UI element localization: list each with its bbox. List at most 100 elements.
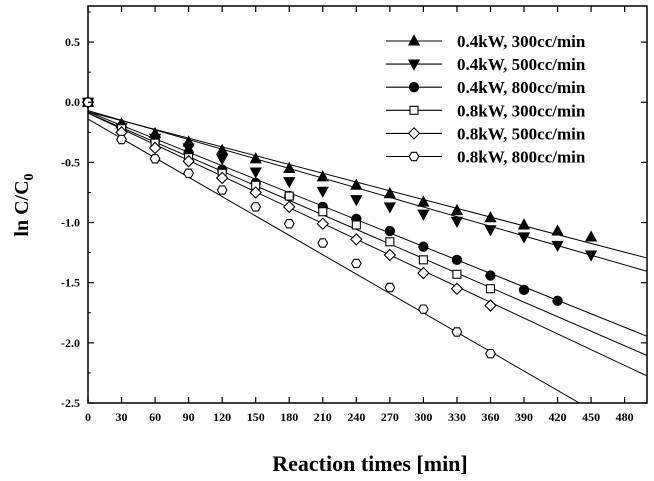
data-point (517, 218, 531, 230)
x-tick-label: 270 (381, 410, 399, 424)
fit-line (88, 112, 647, 377)
data-point (384, 282, 396, 293)
y-tick-label: -1.5 (61, 276, 80, 290)
x-tick-label: 300 (414, 410, 432, 424)
data-point (316, 170, 329, 182)
legend-entry: 0.4kW, 800cc/min (386, 78, 586, 97)
x-tick-label: 30 (116, 410, 128, 424)
legend-marker (407, 127, 421, 140)
x-tick-label: 240 (347, 410, 365, 424)
x-tick-label: 0 (85, 410, 91, 424)
legend-marker (408, 151, 420, 162)
legend-marker (407, 34, 421, 46)
data-point (517, 232, 531, 244)
x-tick-label: 150 (247, 410, 265, 424)
y-tick-label: 0.0 (65, 95, 80, 109)
x-tick-label: 420 (549, 410, 567, 424)
legend-label: 0.4kW, 300cc/min (457, 32, 586, 51)
x-tick-label: 120 (213, 410, 231, 424)
data-point (485, 348, 496, 359)
data-point (484, 299, 497, 312)
data-point (383, 187, 396, 199)
data-markers (81, 95, 598, 359)
data-point (216, 185, 228, 195)
data-point (485, 270, 496, 281)
data-point (552, 295, 563, 306)
x-tick-label: 330 (448, 410, 466, 424)
data-point (116, 134, 127, 145)
data-point (451, 327, 463, 337)
data-point (149, 154, 161, 164)
y-axis-ticks: 0.5 0.0 -0.5 -1.0 -1.5 -2.0 -2.5 (61, 11, 647, 410)
data-point (351, 220, 361, 230)
data-point (551, 240, 564, 253)
legend-entry: 0.8kW, 800cc/min (386, 148, 586, 167)
x-tick-label: 390 (515, 410, 533, 424)
x-tick-label: 450 (582, 410, 600, 424)
data-point (451, 254, 463, 265)
x-axis-title: Reaction times [min] (272, 451, 468, 476)
data-point (350, 233, 363, 246)
data-point (418, 241, 429, 252)
data-point (485, 284, 496, 294)
x-axis-ticks: 0 30 60 90 120 150 180 210 240 270 300 330 360 390 420… (85, 6, 634, 424)
data-point (350, 195, 363, 207)
data-point (317, 238, 329, 248)
legend-entry: 0.8kW, 500cc/min (386, 124, 586, 143)
x-tick-label: 210 (314, 410, 332, 424)
data-point (182, 154, 195, 168)
data-point (250, 202, 262, 212)
x-tick-label: 90 (183, 410, 195, 424)
data-point (584, 230, 598, 242)
legend-label: 0.4kW, 800cc/min (457, 78, 586, 97)
data-point (283, 177, 296, 189)
data-point (417, 266, 430, 280)
legend-marker (407, 59, 421, 71)
y-tick-label: -2.0 (61, 336, 80, 350)
data-point (450, 216, 464, 228)
data-point (383, 248, 397, 262)
legend-label: 0.8kW, 300cc/min (457, 101, 586, 120)
data-point (216, 154, 229, 166)
fit-line (88, 118, 581, 403)
legend-marker (409, 105, 419, 115)
data-point (417, 209, 430, 221)
data-point (417, 304, 429, 314)
y-tick-label: -2.5 (61, 396, 80, 410)
y-tick-label: -0.5 (61, 155, 80, 169)
fit-line (88, 112, 647, 356)
data-point (484, 211, 497, 223)
y-axis-title-main: ln C/C (11, 180, 33, 236)
data-point (148, 141, 162, 155)
data-point (316, 186, 329, 198)
legend-entry: 0.4kW, 300cc/min (386, 32, 586, 51)
legend-label: 0.8kW, 500cc/min (457, 124, 586, 143)
data-point (249, 167, 262, 179)
y-axis-title-subscript: 0 (22, 173, 37, 180)
data-point (284, 191, 294, 201)
data-point (316, 217, 330, 231)
data-point (249, 186, 262, 199)
legend-label: 0.4kW, 500cc/min (457, 55, 586, 74)
data-point (518, 284, 530, 296)
data-point (350, 178, 363, 190)
data-point (484, 225, 497, 237)
x-tick-label: 480 (616, 410, 634, 424)
data-point (350, 258, 362, 269)
data-point (384, 225, 396, 237)
data-point (383, 202, 396, 214)
series-triangle-down (81, 97, 598, 262)
y-tick-label: -1.0 (61, 216, 80, 230)
data-point (452, 269, 462, 279)
data-point (417, 195, 430, 207)
legend-entry: 0.4kW, 500cc/min (386, 55, 586, 74)
data-point (450, 203, 464, 216)
y-axis-title: ln C/C0 (11, 173, 37, 236)
data-point (283, 161, 296, 173)
data-point (318, 207, 328, 217)
data-point (418, 255, 428, 265)
legend-label: 0.8kW, 800cc/min (457, 148, 586, 167)
data-point (249, 152, 262, 164)
series-diamond (81, 95, 497, 312)
